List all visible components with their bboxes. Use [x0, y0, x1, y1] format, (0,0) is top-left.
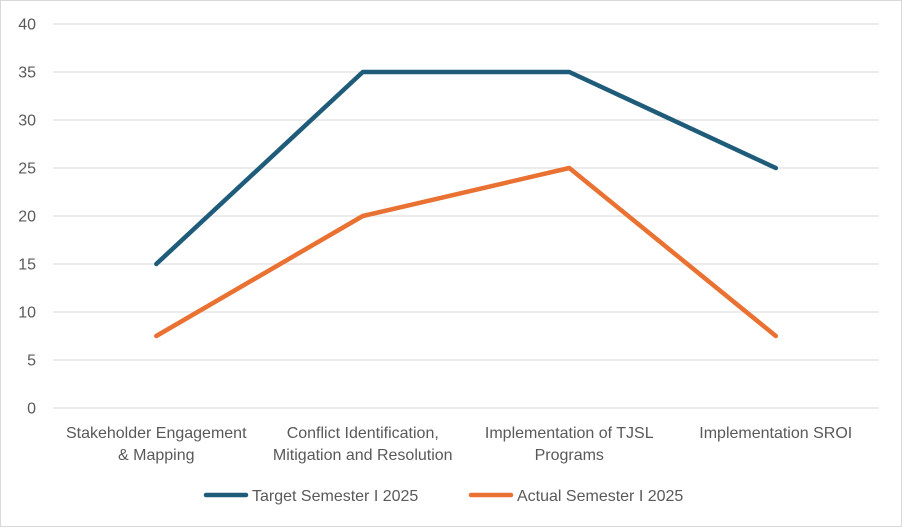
y-axis-tick-labels: 0 5 10 15 20 25 30 35 40	[18, 17, 36, 418]
series-lines	[154, 69, 779, 339]
x-category-label: Implementation of TJSL Programs	[485, 425, 654, 464]
x-category-label-line: Conflict Identification,	[287, 425, 439, 442]
x-category-label: Implementation SROI	[699, 425, 852, 442]
y-tick-label: 5	[27, 353, 36, 370]
y-tick-label: 25	[18, 161, 36, 178]
x-category-label: Stakeholder Engagement & Mapping	[66, 425, 247, 464]
y-tick-label: 35	[18, 65, 36, 82]
x-category-label-line: & Mapping	[118, 447, 195, 464]
y-tick-label: 10	[18, 305, 36, 322]
y-tick-label: 15	[18, 257, 36, 274]
series-line-2	[154, 165, 779, 339]
x-category-label-line: Stakeholder Engagement	[66, 425, 247, 442]
y-tick-label: 40	[18, 17, 36, 34]
legend-label-2: Actual Semester I 2025	[517, 488, 683, 505]
x-axis-category-labels: Stakeholder Engagement & Mapping Conflict …	[66, 425, 852, 464]
y-tick-label: 0	[27, 401, 36, 418]
legend-label-1: Target Semester I 2025	[252, 488, 418, 505]
x-category-label-line: Implementation SROI	[699, 425, 852, 442]
series-line-1	[154, 69, 779, 267]
x-category-label: Conflict Identification, Mitigation and R…	[273, 425, 453, 464]
y-tick-label: 20	[18, 209, 36, 226]
x-category-label-line: Implementation of TJSL	[485, 425, 654, 442]
x-category-label-line: Programs	[535, 447, 604, 464]
y-tick-label: 30	[18, 113, 36, 130]
gridlines	[53, 23, 879, 409]
legend: Target Semester I 2025 Actual Semester I …	[203, 488, 683, 505]
x-category-label-line: Mitigation and Resolution	[273, 447, 453, 464]
